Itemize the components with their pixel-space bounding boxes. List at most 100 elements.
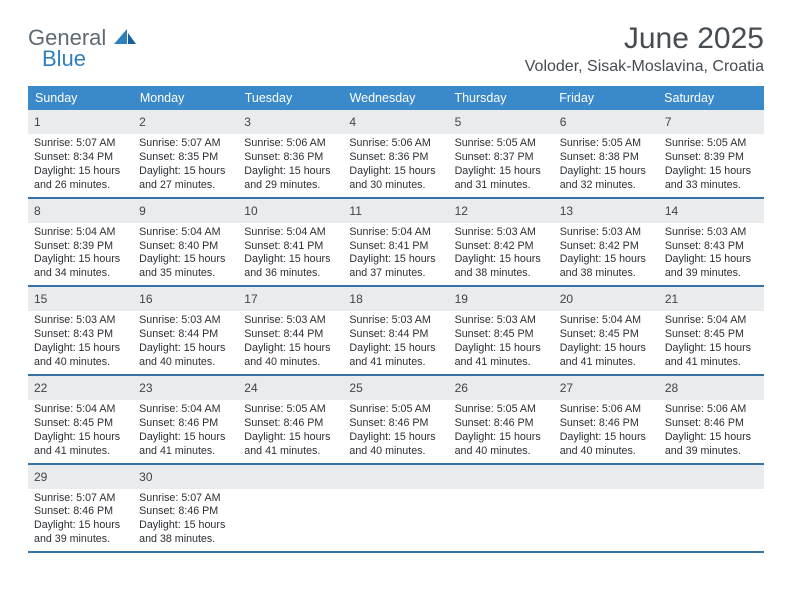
day-body: Sunrise: 5:03 AMSunset: 8:45 PMDaylight:…: [449, 311, 554, 370]
sunrise-line: Sunrise: 5:04 AM: [665, 314, 758, 328]
day-cell: 29Sunrise: 5:07 AMSunset: 8:46 PMDayligh…: [28, 465, 133, 552]
daylight-line: Daylight: 15 hours and 36 minutes.: [244, 253, 337, 281]
day-number-row: 12: [449, 199, 554, 223]
logo-text: General Blue: [28, 28, 136, 70]
weekday-header: Sunday: [29, 87, 134, 109]
sunset-line: Sunset: 8:45 PM: [455, 328, 548, 342]
day-number-row: 10: [238, 199, 343, 223]
day-number-row: 1: [28, 110, 133, 134]
day-cell: 4Sunrise: 5:06 AMSunset: 8:36 PMDaylight…: [343, 110, 448, 197]
day-number: 22: [34, 381, 47, 395]
daylight-line: Daylight: 15 hours and 32 minutes.: [560, 165, 653, 193]
day-body: Sunrise: 5:07 AMSunset: 8:46 PMDaylight:…: [133, 489, 238, 548]
day-number: 23: [139, 381, 152, 395]
day-number-row: 23: [133, 376, 238, 400]
day-number: [560, 470, 563, 484]
sunrise-line: Sunrise: 5:03 AM: [455, 226, 548, 240]
daylight-line: Daylight: 15 hours and 30 minutes.: [349, 165, 442, 193]
day-number: 10: [244, 204, 257, 218]
day-number-row: 27: [554, 376, 659, 400]
daylight-line: Daylight: 15 hours and 41 minutes.: [455, 342, 548, 370]
day-body: Sunrise: 5:05 AMSunset: 8:37 PMDaylight:…: [449, 134, 554, 193]
daylight-line: Daylight: 15 hours and 39 minutes.: [665, 431, 758, 459]
day-number: 20: [560, 292, 573, 306]
sunrise-line: Sunrise: 5:07 AM: [34, 137, 127, 151]
sunrise-line: Sunrise: 5:04 AM: [139, 403, 232, 417]
daylight-line: Daylight: 15 hours and 27 minutes.: [139, 165, 232, 193]
day-number-row: 9: [133, 199, 238, 223]
sunset-line: Sunset: 8:46 PM: [455, 417, 548, 431]
sunset-line: Sunset: 8:39 PM: [34, 240, 127, 254]
day-cell: 23Sunrise: 5:04 AMSunset: 8:46 PMDayligh…: [133, 376, 238, 463]
sunrise-line: Sunrise: 5:04 AM: [34, 403, 127, 417]
sunset-line: Sunset: 8:46 PM: [34, 505, 127, 519]
day-body: Sunrise: 5:03 AMSunset: 8:42 PMDaylight:…: [554, 223, 659, 282]
day-body: Sunrise: 5:04 AMSunset: 8:40 PMDaylight:…: [133, 223, 238, 282]
daylight-line: Daylight: 15 hours and 34 minutes.: [34, 253, 127, 281]
daylight-line: Daylight: 15 hours and 41 minutes.: [34, 431, 127, 459]
day-body: Sunrise: 5:03 AMSunset: 8:43 PMDaylight:…: [28, 311, 133, 370]
day-cell: 1Sunrise: 5:07 AMSunset: 8:34 PMDaylight…: [28, 110, 133, 197]
day-body: Sunrise: 5:03 AMSunset: 8:44 PMDaylight:…: [343, 311, 448, 370]
daylight-line: Daylight: 15 hours and 40 minutes.: [139, 342, 232, 370]
day-number: 21: [665, 292, 678, 306]
daylight-line: Daylight: 15 hours and 31 minutes.: [455, 165, 548, 193]
sunset-line: Sunset: 8:44 PM: [349, 328, 442, 342]
daylight-line: Daylight: 15 hours and 37 minutes.: [349, 253, 442, 281]
day-cell: 20Sunrise: 5:04 AMSunset: 8:45 PMDayligh…: [554, 287, 659, 374]
day-body: Sunrise: 5:04 AMSunset: 8:45 PMDaylight:…: [28, 400, 133, 459]
location-text: Voloder, Sisak-Moslavina, Croatia: [525, 58, 764, 76]
week-row: 1Sunrise: 5:07 AMSunset: 8:34 PMDaylight…: [28, 110, 764, 199]
sunrise-line: Sunrise: 5:03 AM: [349, 314, 442, 328]
daylight-line: Daylight: 15 hours and 29 minutes.: [244, 165, 337, 193]
sunrise-line: Sunrise: 5:03 AM: [455, 314, 548, 328]
day-number: [244, 470, 247, 484]
day-body: [449, 489, 554, 492]
day-cell: 11Sunrise: 5:04 AMSunset: 8:41 PMDayligh…: [343, 199, 448, 286]
day-body: Sunrise: 5:03 AMSunset: 8:44 PMDaylight:…: [238, 311, 343, 370]
sunrise-line: Sunrise: 5:03 AM: [34, 314, 127, 328]
sunrise-line: Sunrise: 5:06 AM: [665, 403, 758, 417]
week-row: 22 Sunrise: 5:04 AMSunset: 8:45 PMDayligh…: [28, 376, 764, 465]
day-body: Sunrise: 5:03 AMSunset: 8:44 PMDaylight:…: [133, 311, 238, 370]
day-number-row: 11: [343, 199, 448, 223]
sunrise-line: Sunrise: 5:05 AM: [455, 403, 548, 417]
day-number-row: 20: [554, 287, 659, 311]
day-number-row: [343, 465, 448, 489]
sunset-line: Sunset: 8:46 PM: [139, 505, 232, 519]
logo-sail-icon: [114, 27, 136, 45]
sunrise-line: Sunrise: 5:07 AM: [34, 492, 127, 506]
day-number: 1: [34, 115, 41, 129]
day-number: 6: [560, 115, 567, 129]
daylight-line: Daylight: 15 hours and 39 minutes.: [665, 253, 758, 281]
sunrise-line: Sunrise: 5:03 AM: [665, 226, 758, 240]
day-cell: 25Sunrise: 5:05 AMSunset: 8:46 PMDayligh…: [343, 376, 448, 463]
day-number-row: 25: [343, 376, 448, 400]
day-number-row: [238, 465, 343, 489]
day-body: Sunrise: 5:04 AMSunset: 8:45 PMDaylight:…: [659, 311, 764, 370]
week-row: 8Sunrise: 5:04 AMSunset: 8:39 PMDaylight…: [28, 199, 764, 288]
day-number: 4: [349, 115, 356, 129]
sunset-line: Sunset: 8:41 PM: [349, 240, 442, 254]
day-number: 30: [139, 470, 152, 484]
day-number-row: 17: [238, 287, 343, 311]
day-number-row: 24: [238, 376, 343, 400]
day-cell: [554, 465, 659, 552]
daylight-line: Daylight: 15 hours and 33 minutes.: [665, 165, 758, 193]
day-number: 29: [34, 470, 47, 484]
day-body: Sunrise: 5:05 AMSunset: 8:39 PMDaylight:…: [659, 134, 764, 193]
day-number-row: 16: [133, 287, 238, 311]
sunrise-line: Sunrise: 5:07 AM: [139, 137, 232, 151]
day-number-row: 30: [133, 465, 238, 489]
weekday-header: Saturday: [658, 87, 763, 109]
day-body: Sunrise: 5:06 AMSunset: 8:46 PMDaylight:…: [554, 400, 659, 459]
day-number-row: [554, 465, 659, 489]
day-number: 25: [349, 381, 362, 395]
logo-word-blue: Blue: [42, 49, 136, 70]
sunset-line: Sunset: 8:36 PM: [244, 151, 337, 165]
day-number: 3: [244, 115, 251, 129]
day-number: 8: [34, 204, 41, 218]
logo: General Blue: [28, 22, 136, 70]
day-number-row: [659, 465, 764, 489]
day-number: 12: [455, 204, 468, 218]
